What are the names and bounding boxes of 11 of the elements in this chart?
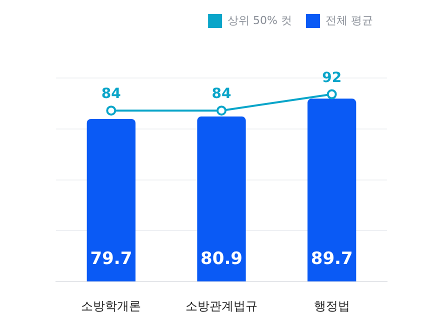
x-tick-label: 소방학개론 bbox=[81, 298, 142, 313]
x-tick-label: 행정법 bbox=[314, 298, 350, 313]
data-label: 84 bbox=[101, 86, 122, 102]
data-label: 79.7 bbox=[90, 249, 132, 270]
legend-label: 상위 50% 컷 bbox=[228, 14, 292, 27]
data-label: 89.7 bbox=[310, 249, 353, 270]
x-tick-label: 소방관계법규 bbox=[186, 298, 258, 313]
data-label: 84 bbox=[212, 86, 232, 102]
data-label: 92 bbox=[322, 70, 342, 86]
data-label: 80.9 bbox=[200, 249, 242, 270]
legend-label: 전체 평균 bbox=[326, 14, 374, 27]
